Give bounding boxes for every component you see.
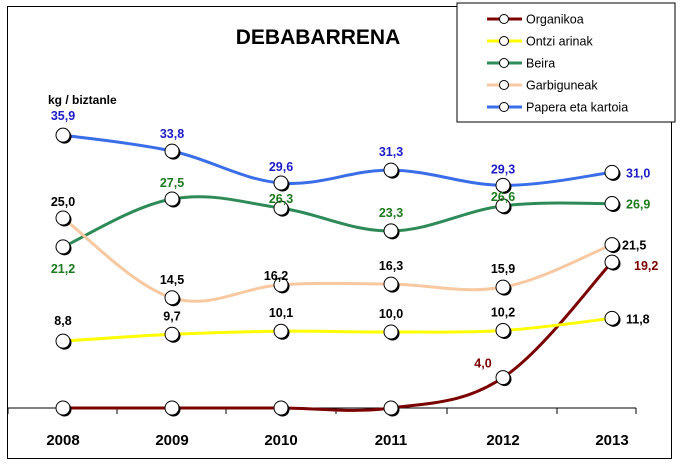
data-point-beira <box>495 198 512 215</box>
legend-marker <box>499 14 509 24</box>
y-axis-label: kg / biztanle <box>48 93 117 107</box>
legend-item-beira: Beira <box>487 57 555 71</box>
legend-marker <box>499 58 509 68</box>
data-point-papera-eta-kartoia <box>495 177 512 194</box>
data-label-beira: 27,5 <box>160 176 184 190</box>
data-point-ontzi-arinak <box>273 323 290 340</box>
data-label-garbiguneak: 14,5 <box>160 273 184 287</box>
legend-label: Beira <box>526 57 555 71</box>
legend-item-ontzi-arinak: Ontzi arinak <box>487 35 593 49</box>
data-label-organikoa: 19,2 <box>634 259 658 273</box>
data-point-beira <box>604 196 621 213</box>
data-label-papera-eta-kartoia: 29,6 <box>269 160 293 174</box>
data-point-organikoa <box>273 400 290 417</box>
data-label-garbiguneak: 16,3 <box>379 259 403 273</box>
data-point-beira <box>383 223 400 240</box>
data-label-papera-eta-kartoia: 35,9 <box>51 109 75 123</box>
data-point-beira <box>164 191 181 208</box>
legend-marker <box>499 80 509 90</box>
data-label-ontzi-arinak: 8,8 <box>54 314 71 328</box>
data-label-beira: 26,6 <box>491 190 515 204</box>
data-point-ontzi-arinak <box>495 322 512 339</box>
data-point-garbiguneak <box>273 277 290 294</box>
x-tick-label: 2008 <box>46 432 79 449</box>
data-point-beira <box>273 200 290 217</box>
data-label-ontzi-arinak: 10,1 <box>269 306 293 320</box>
data-point-garbiguneak <box>55 210 72 227</box>
data-label-garbiguneak: 25,0 <box>51 195 75 209</box>
data-label-garbiguneak: 15,9 <box>491 262 515 276</box>
data-point-ontzi-arinak <box>604 310 621 327</box>
data-label-garbiguneak: 16,2 <box>264 269 288 283</box>
data-point-organikoa <box>55 400 72 417</box>
series-line-organikoa <box>63 261 614 412</box>
series-line-papera-eta-kartoia <box>62 133 613 187</box>
x-tick-label: 2010 <box>264 432 297 449</box>
data-point-organikoa <box>164 400 181 417</box>
data-point-garbiguneak <box>604 237 621 254</box>
data-label-beira: 26,3 <box>269 192 293 206</box>
legend-item-garbiguneak: Garbiguneak <box>487 79 598 93</box>
data-label-ontzi-arinak: 11,8 <box>626 312 650 326</box>
data-point-garbiguneak <box>383 276 400 293</box>
data-point-garbiguneak <box>164 290 181 307</box>
data-label-papera-eta-kartoia: 31,3 <box>379 145 403 159</box>
data-point-beira <box>55 239 72 256</box>
data-point-papera-eta-kartoia <box>55 127 72 144</box>
data-point-papera-eta-kartoia <box>604 164 621 181</box>
data-label-papera-eta-kartoia: 29,3 <box>491 162 515 176</box>
data-label-papera-eta-kartoia: 33,8 <box>160 127 184 141</box>
data-point-papera-eta-kartoia <box>273 175 290 192</box>
data-label-papera-eta-kartoia: 31,0 <box>626 166 650 180</box>
data-label-ontzi-arinak: 9,7 <box>163 309 180 323</box>
data-label-ontzi-arinak: 10,2 <box>491 305 515 319</box>
data-label-beira: 21,2 <box>51 262 75 276</box>
data-label-ontzi-arinak: 10,0 <box>379 307 403 321</box>
x-tick-label: 2011 <box>375 432 408 449</box>
series-line-garbiguneak <box>62 216 613 303</box>
data-point-organikoa <box>604 254 621 271</box>
legend: Organikoa Ontzi arinak Beira Garbiguneak Pap… <box>456 2 676 123</box>
legend-label: Organikoa <box>526 13 584 27</box>
data-point-papera-eta-kartoia <box>164 143 181 160</box>
chart-title: DEBABARRENA <box>236 26 401 49</box>
x-tick-label: 2012 <box>486 432 519 449</box>
legend-label: Papera eta kartoia <box>526 101 628 115</box>
legend-item-papera-eta-kartoia: Papera eta kartoia <box>487 101 628 115</box>
legend-label: Ontzi arinak <box>526 35 593 49</box>
legend-label: Garbiguneak <box>526 79 598 93</box>
data-point-organikoa <box>383 400 400 417</box>
data-point-ontzi-arinak <box>383 324 400 341</box>
data-label-organikoa: 4,0 <box>474 357 491 371</box>
legend-marker <box>499 102 509 112</box>
data-point-ontzi-arinak <box>164 326 181 343</box>
x-tick-label: 2009 <box>155 432 188 449</box>
legend-marker <box>499 36 509 46</box>
data-point-ontzi-arinak <box>55 333 72 350</box>
data-label-beira: 26,9 <box>626 198 650 212</box>
data-point-papera-eta-kartoia <box>383 162 400 179</box>
data-label-beira: 23,3 <box>379 206 403 220</box>
series-line-beira <box>62 195 613 249</box>
series-line-ontzi-arinak <box>62 316 613 343</box>
data-label-garbiguneak: 21,5 <box>622 239 646 253</box>
data-point-organikoa <box>495 370 512 387</box>
data-point-garbiguneak <box>495 279 512 296</box>
x-tick-label: 2013 <box>595 432 628 449</box>
legend-item-organikoa: Organikoa <box>487 13 584 27</box>
